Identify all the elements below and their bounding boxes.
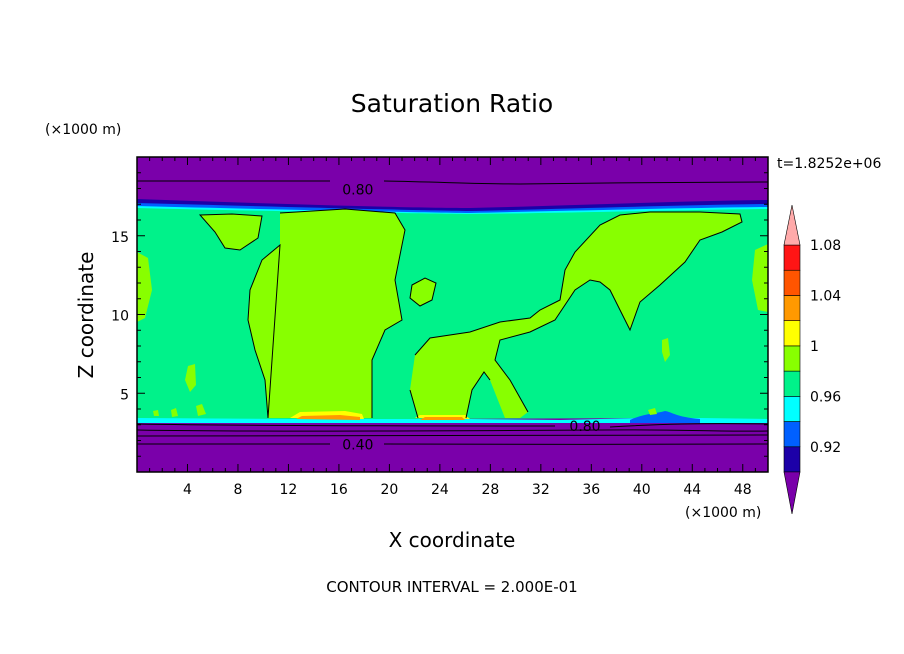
y-tick-label: 15	[111, 230, 129, 246]
colorbar-lower-arrow	[783, 471, 801, 515]
lower-blue-band	[630, 411, 700, 423]
saturated-region-blob-x6	[185, 364, 196, 392]
colorbar-upper-arrow	[783, 204, 801, 246]
contour-line-blob-top-left	[198, 213, 263, 251]
x-axis-ticks: 4 8 12 16 20 24 28 32 36 40 44 48	[149, 157, 756, 498]
x-unit-label: (×1000 m)	[685, 505, 761, 521]
contour-label: 0.80	[342, 183, 373, 199]
contour-line-sat-left-column	[247, 208, 406, 419]
contour-fills	[137, 157, 768, 472]
saturated-region-blob-x41	[662, 338, 670, 362]
saturated-region-blob-x3	[171, 408, 178, 417]
contour-lines	[136, 180, 769, 445]
lower-cyan-band	[137, 418, 768, 423]
saturated-region-column-right	[410, 212, 742, 418]
contour-line-lower-2	[136, 429, 769, 432]
colorbar-swatch	[783, 396, 801, 422]
colorbar-label: 0.96	[810, 389, 841, 405]
colorbar-swatch	[783, 370, 801, 397]
contour-label: 0.40	[342, 438, 373, 454]
saturated-region-small-blob	[410, 278, 436, 306]
colorbar-label: 1	[810, 339, 819, 355]
colorbar-label: 0.92	[810, 440, 841, 456]
colorbar-swatch	[783, 269, 801, 296]
colorbar-label: 1.08	[810, 238, 841, 254]
y-axis-ticks: 5 10 15	[111, 172, 768, 457]
x-tick-label: 44	[683, 482, 701, 498]
y-unit-label: (×1000 m)	[45, 122, 121, 138]
x-tick-label: 12	[280, 482, 298, 498]
x-tick-label: 32	[532, 482, 550, 498]
colorbar-swatch	[783, 320, 801, 347]
saturated-region-blob-x5	[196, 404, 206, 416]
contour-line-lower-3	[136, 434, 769, 437]
x-tick-label: 4	[183, 482, 192, 498]
saturated-region-blob-x2	[153, 410, 159, 416]
contour-label-group: 0.80 0.80 0.40	[342, 183, 600, 454]
x-tick-label: 28	[481, 482, 499, 498]
x-tick-label: 40	[633, 482, 651, 498]
y-tick-label: 10	[111, 309, 129, 325]
x-tick-label: 36	[582, 482, 600, 498]
x-tick-label: 24	[431, 482, 449, 498]
x-tick-label: 8	[233, 482, 242, 498]
time-label: t=1.8252e+06	[777, 156, 881, 172]
saturated-region-column-left	[248, 209, 405, 418]
colorbar-swatch	[783, 446, 801, 473]
chart-title: Saturation Ratio	[351, 89, 553, 118]
saturated-region-right-edge	[752, 244, 768, 312]
plot-area: 0.800.800.40 4 8 12 16 20 24 28 32 36 40 44 48 5101…	[111, 156, 769, 498]
x-axis-label: X coordinate	[389, 528, 516, 552]
saturated-region-left-edge	[137, 252, 152, 322]
colorbar-swatch	[783, 244, 801, 271]
x-tick-label: 16	[330, 482, 348, 498]
contour-line-sat-right-column	[409, 211, 743, 419]
colorbar-swatch	[783, 421, 801, 448]
x-tick-label: 20	[380, 482, 398, 498]
saturated-region-blob-x40	[648, 408, 657, 415]
y-tick-label: 5	[120, 387, 129, 403]
contour-label: 0.80	[569, 419, 600, 435]
contour-interval-note: CONTOUR INTERVAL = 2.000E-01	[326, 578, 577, 596]
colorbar-label: 1.04	[810, 288, 841, 304]
supersaturated-patch-1-core	[296, 415, 360, 420]
contour-line-lower-1	[136, 423, 769, 428]
y-axis-label: Z coordinate	[74, 252, 98, 379]
contour-line-upper	[137, 180, 769, 185]
contour-line-small-blob	[409, 277, 437, 307]
supersaturated-patch-2-core	[420, 417, 465, 420]
saturated-region-blob-top-left	[200, 214, 262, 250]
colorbar-swatch	[783, 295, 801, 321]
x-tick-label: 48	[734, 482, 752, 498]
colorbar: 0.92 0.96 1 1.04 1.08	[783, 204, 841, 515]
colorbar-swatch	[783, 345, 801, 372]
